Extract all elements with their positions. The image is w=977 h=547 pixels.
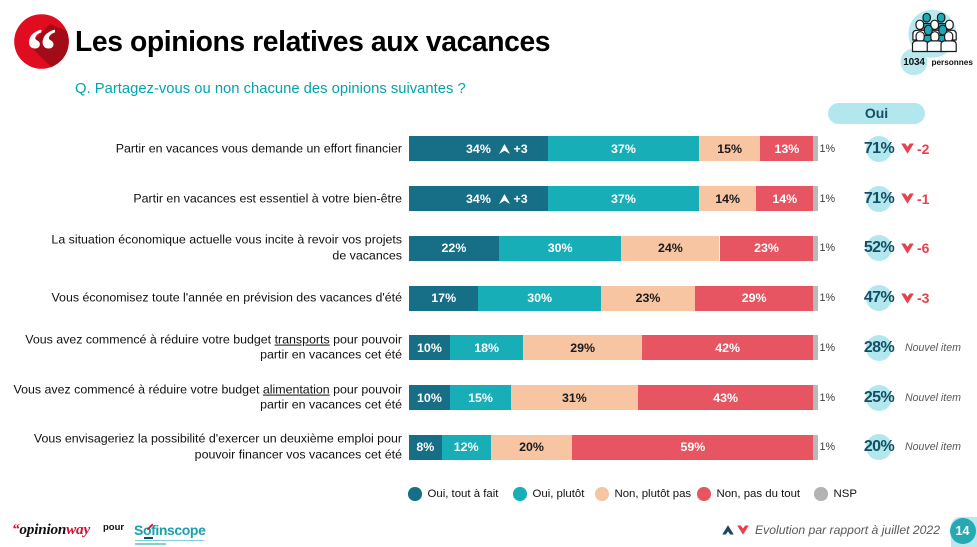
svg-text:“: “	[26, 17, 57, 69]
